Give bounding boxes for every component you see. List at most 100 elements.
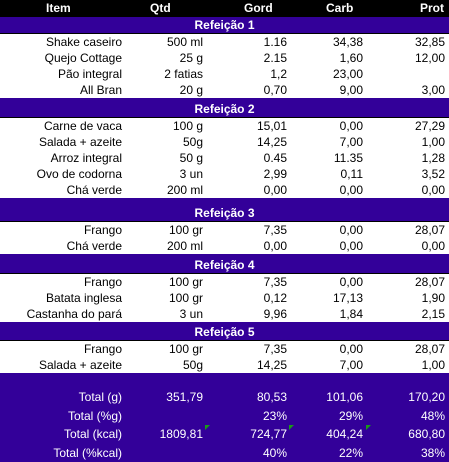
cell-prot[interactable]: 3,52 [421,167,445,181]
table-row[interactable]: Pão integral 2 fatias 1,2 23,00 [0,66,449,82]
cell-gord[interactable]: 0,00 [263,183,287,197]
cell-prot[interactable]: 12,00 [414,51,445,65]
cell-item[interactable]: Castanha do pará [26,307,122,321]
cell-gord[interactable]: 1.16 [263,35,287,49]
header-qtd[interactable]: Qtd [150,1,171,15]
cell-carb[interactable]: 0,00 [339,275,363,289]
table-row[interactable]: Chá verde 200 ml 0,00 0,00 0,00 [0,238,449,254]
cell-carb[interactable]: 0,00 [339,183,363,197]
table-row[interactable]: Arroz integral 50 g 0.45 11.35 1,28 [0,150,449,166]
total-carb[interactable]: 101,06 [326,390,363,404]
cell-qtd[interactable]: 100 gr [168,291,203,305]
cell-item[interactable]: Arroz integral [50,151,122,165]
total-prot[interactable]: 48% [420,408,445,423]
cell-prot[interactable]: 3,00 [421,83,445,97]
cell-gord[interactable]: 0,70 [263,83,287,97]
meal-title[interactable]: Refeição 2 [0,101,449,118]
header-prot[interactable]: Prot [420,1,444,15]
cell-carb[interactable]: 7,00 [339,135,363,149]
total-carb[interactable]: 22% [338,445,363,460]
cell-gord[interactable]: 14,25 [256,358,287,372]
cell-qtd[interactable]: 50g [182,358,203,372]
total-prot[interactable]: 680,80 [408,427,445,441]
cell-carb[interactable]: 9,00 [339,83,363,97]
totals-row[interactable]: Total (%kcal) 40% 22% 38% [0,444,449,462]
cell-item[interactable]: Chá verde [66,239,122,253]
table-row[interactable]: Frango 100 gr 7,35 0,00 28,07 [0,341,449,357]
total-qtd[interactable]: 1809,81 [159,427,203,441]
cell-carb[interactable]: 11.35 [333,151,363,165]
cell-prot[interactable]: 27,29 [414,119,445,133]
totals-row[interactable]: Total (kcal) 1809,81 724,77 404,24 680,8… [0,425,449,444]
table-row[interactable]: Chá verde 200 ml 0,00 0,00 0,00 [0,182,449,198]
table-row[interactable]: Frango 100 gr 7,35 0,00 28,07 [0,274,449,290]
total-carb[interactable]: 404,24 [326,427,363,441]
cell-qtd[interactable]: 20 g [179,83,203,97]
cell-gord[interactable]: 1,2 [270,67,287,81]
cell-prot[interactable]: 1,00 [421,358,445,372]
totals-row[interactable]: Total (g) 351,79 80,53 101,06 170,20 [0,388,449,407]
cell-carb[interactable]: 7,00 [339,358,363,372]
header-item[interactable]: Item [46,1,71,15]
cell-carb[interactable]: 0,00 [339,223,363,237]
table-row[interactable]: Salada + azeite 50g 14,25 7,00 1,00 [0,357,449,373]
table-row[interactable]: Batata inglesa 100 gr 0,12 17,13 1,90 [0,290,449,306]
cell-qtd[interactable]: 100 gr [168,342,203,356]
cell-item[interactable]: Carne de vaca [43,119,122,133]
cell-prot[interactable]: 1,90 [421,291,445,305]
cell-item[interactable]: Frango [83,342,122,356]
cell-gord[interactable]: 0.45 [263,151,287,165]
meal-title[interactable]: Refeição 1 [0,17,449,34]
cell-prot[interactable]: 32,85 [414,35,445,49]
cell-gord[interactable]: 9,96 [263,307,287,321]
total-gord[interactable]: 724,77 [250,427,287,441]
table-row[interactable]: Castanha do pará 3 un 9,96 1,84 2,15 [0,306,449,322]
cell-prot[interactable]: 1,28 [421,151,445,165]
cell-gord[interactable]: 0,12 [263,291,287,305]
cell-qtd[interactable]: 200 ml [166,183,203,197]
cell-qtd[interactable]: 100 gr [168,275,203,289]
meal-title[interactable]: Refeição 3 [0,205,449,222]
total-carb[interactable]: 29% [338,408,363,423]
cell-qtd[interactable]: 500 ml [166,35,203,49]
total-gord[interactable]: 23% [262,408,287,423]
cell-item[interactable]: Batata inglesa [45,291,122,305]
cell-qtd[interactable]: 50g [182,135,203,149]
cell-carb[interactable]: 0,11 [340,167,363,181]
cell-carb[interactable]: 17,13 [332,291,363,305]
cell-qtd[interactable]: 3 un [179,167,203,181]
table-row[interactable]: Salada + azeite 50g 14,25 7,00 1,00 [0,134,449,150]
cell-carb[interactable]: 0,00 [339,342,363,356]
cell-qtd[interactable]: 50 g [179,151,203,165]
cell-item[interactable]: Chá verde [66,183,122,197]
table-row[interactable]: Ovo de codorna 3 un 2,99 0,11 3,52 [0,166,449,182]
cell-item[interactable]: Frango [83,275,122,289]
totals-row[interactable]: Total (%g) 23% 29% 48% [0,407,449,426]
cell-qtd[interactable]: 200 ml [166,239,203,253]
cell-gord[interactable]: 2,99 [263,167,287,181]
table-row[interactable]: Quejo Cottage 25 g 2.15 1,60 12,00 [0,50,449,66]
total-gord[interactable]: 40% [262,445,287,460]
cell-carb[interactable]: 1,60 [339,51,363,65]
cell-prot[interactable]: 0,00 [421,239,445,253]
cell-gord[interactable]: 15,01 [256,119,287,133]
meal-title[interactable]: Refeição 4 [0,257,449,274]
total-label[interactable]: Total (g) [78,390,122,404]
cell-gord[interactable]: 7,35 [263,223,287,237]
cell-carb[interactable]: 1,84 [339,307,363,321]
total-gord[interactable]: 80,53 [256,390,287,404]
cell-qtd[interactable]: 25 g [179,51,203,65]
table-row[interactable]: Shake caseiro 500 ml 1.16 34,38 32,85 [0,34,449,50]
cell-item[interactable]: Salada + azeite [38,358,122,372]
total-prot[interactable]: 170,20 [408,390,445,404]
total-qtd[interactable]: 351,79 [166,390,203,404]
cell-gord[interactable]: 7,35 [263,342,287,356]
cell-prot[interactable]: 28,07 [414,342,445,356]
meal-title[interactable]: Refeição 5 [0,324,449,341]
cell-item[interactable]: All Bran [79,83,122,97]
cell-gord[interactable]: 2.15 [263,51,287,65]
table-row[interactable]: Carne de vaca 100 g 15,01 0,00 27,29 [0,118,449,134]
cell-prot[interactable]: 1,00 [421,135,445,149]
cell-qtd[interactable]: 100 gr [168,223,203,237]
cell-prot[interactable]: 2,15 [421,307,445,321]
